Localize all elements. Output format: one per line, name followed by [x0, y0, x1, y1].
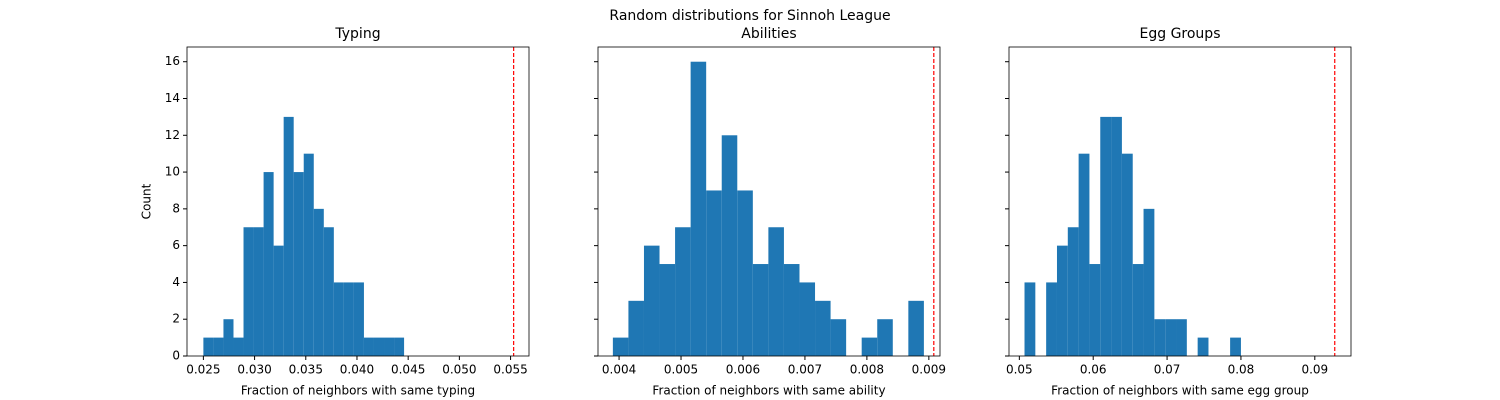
bar: [1078, 153, 1090, 356]
y-tick-label: 8: [172, 201, 180, 215]
bar: [861, 337, 878, 356]
x-axis-label: Fraction of neighbors with same egg grou…: [1051, 384, 1309, 398]
bar: [908, 300, 924, 356]
bar: [323, 227, 334, 356]
x-tick-label: 0.08: [1228, 363, 1255, 377]
x-tick-label: 0.05: [1006, 363, 1033, 377]
bar: [1197, 337, 1209, 356]
bar: [223, 319, 234, 356]
bar: [799, 282, 816, 356]
bar: [333, 282, 344, 356]
bar: [293, 172, 304, 356]
bar: [877, 319, 893, 356]
x-tick-label: 0.06: [1080, 363, 1107, 377]
bar: [263, 172, 274, 356]
bar: [830, 319, 847, 356]
bar: [1067, 227, 1079, 356]
y-tick-label: 0: [172, 349, 180, 363]
bar: [1165, 319, 1177, 356]
bar: [343, 282, 354, 356]
bar: [752, 264, 769, 356]
bar: [768, 227, 784, 356]
bar: [203, 337, 214, 356]
bar: [737, 190, 753, 356]
bar: [384, 337, 395, 356]
bar: [1143, 208, 1155, 356]
x-tick-label: 0.07: [1154, 363, 1181, 377]
y-tick-label: 12: [165, 128, 180, 142]
bar: [233, 337, 244, 356]
bar: [1230, 337, 1241, 356]
subplot-title: Abilities: [741, 26, 796, 42]
bar: [253, 227, 264, 356]
bar: [721, 135, 738, 356]
x-tick-label: 0.006: [726, 363, 760, 377]
x-axis-label: Fraction of neighbors with same ability: [652, 384, 885, 398]
subplot-title: Egg Groups: [1140, 26, 1221, 42]
bar: [283, 116, 294, 357]
x-tick-label: 0.030: [237, 363, 271, 377]
bar: [213, 337, 224, 356]
bar: [783, 264, 800, 356]
bar: [1132, 264, 1144, 356]
subplot-title: Typing: [334, 26, 380, 42]
axes-frame: [1008, 46, 1352, 357]
y-tick-label: 16: [165, 54, 180, 68]
y-tick-label: 4: [172, 275, 180, 289]
x-tick-label: 0.09: [1301, 363, 1328, 377]
x-tick-label: 0.045: [391, 363, 425, 377]
bar: [303, 153, 314, 356]
x-axis-label: Fraction of neighbors with same typing: [241, 384, 475, 398]
bar: [1046, 282, 1057, 356]
x-tick-label: 0.008: [850, 363, 884, 377]
bar: [1089, 264, 1101, 356]
axes-frame: [597, 46, 941, 357]
y-tick-label: 10: [165, 165, 180, 179]
bar: [1121, 153, 1133, 356]
suptitle: Random distributions for Sinnoh League: [609, 8, 890, 24]
bar: [675, 227, 691, 356]
bar: [353, 282, 364, 356]
x-tick-label: 0.009: [912, 363, 946, 377]
y-axis-label: Count: [140, 183, 154, 219]
y-tick-label: 6: [172, 238, 180, 252]
y-tick-label: 14: [165, 91, 180, 105]
x-tick-label: 0.050: [442, 363, 476, 377]
bar: [1100, 116, 1112, 357]
bar: [1154, 319, 1166, 356]
bar: [243, 227, 254, 356]
bar: [273, 245, 284, 356]
x-tick-label: 0.040: [340, 363, 374, 377]
bar: [373, 337, 385, 356]
axes-frame: [186, 46, 530, 357]
y-tick-label: 2: [172, 312, 180, 326]
x-tick-label: 0.007: [788, 363, 822, 377]
bar: [1176, 319, 1187, 356]
bar: [628, 300, 644, 356]
bar: [612, 337, 629, 356]
bar: [706, 190, 722, 356]
x-tick-label: 0.004: [602, 363, 636, 377]
bar: [659, 264, 676, 356]
x-tick-label: 0.025: [186, 363, 220, 377]
bar: [1056, 245, 1068, 356]
x-tick-label: 0.005: [664, 363, 698, 377]
bar: [1024, 282, 1036, 356]
bar: [690, 61, 707, 356]
x-tick-label: 0.035: [289, 363, 323, 377]
bar: [363, 337, 374, 356]
x-tick-label: 0.055: [493, 363, 527, 377]
bar: [643, 245, 660, 356]
bar: [394, 337, 405, 356]
bar: [313, 208, 324, 356]
bar: [815, 300, 831, 356]
bar: [1111, 116, 1122, 357]
